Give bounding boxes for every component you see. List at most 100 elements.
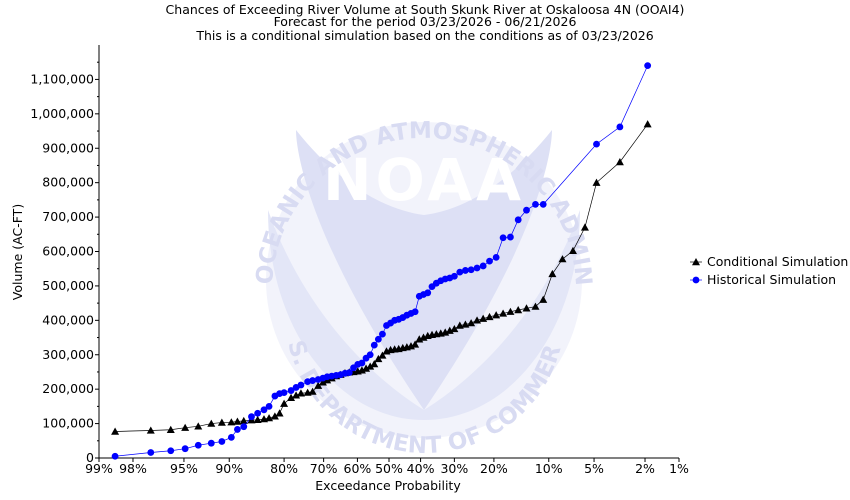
triangle-point: [522, 304, 531, 312]
triangle-point: [253, 415, 262, 423]
x-tick-label: 98%: [119, 461, 147, 476]
y-tick-label: 300,000: [42, 347, 94, 362]
triangle-point: [366, 362, 375, 370]
triangle-point: [233, 417, 242, 425]
circle-point: [461, 267, 469, 274]
triangle-point: [378, 351, 387, 359]
circle-point: [234, 426, 241, 433]
x-tick-label: 5%: [584, 461, 604, 476]
y-tick-label: 100,000: [42, 416, 94, 431]
triangle-point: [450, 324, 459, 333]
circle-point: [507, 233, 514, 241]
triangle-point: [217, 418, 226, 426]
circle-point: [248, 413, 255, 421]
triangle-point: [492, 311, 501, 319]
y-tick-label: 500,000: [42, 278, 94, 293]
triangle-point: [314, 381, 323, 389]
circle-point: [473, 264, 481, 272]
data-series: [111, 62, 652, 460]
y-tick-label: 200,000: [42, 381, 94, 396]
triangle-point: [194, 422, 203, 430]
x-tick-label: 95%: [170, 461, 198, 476]
circle-point: [593, 140, 600, 148]
legend-item: Historical Simulation: [690, 272, 836, 287]
y-axis-title: Volume (AC-FT): [10, 204, 25, 300]
circle-point: [456, 268, 464, 276]
legend-triangle-marker: [692, 258, 700, 266]
triangle-point: [318, 378, 327, 386]
circle-point: [539, 200, 547, 208]
circle-point: [111, 452, 119, 460]
triangle-point: [473, 316, 482, 324]
circle-point: [486, 257, 493, 265]
x-tick-label: 40%: [407, 461, 435, 476]
triangle-point: [374, 354, 383, 363]
y-tick-label: 400,000: [42, 312, 94, 327]
legend-circle-marker: [692, 276, 700, 284]
legend-label: Historical Simulation: [707, 272, 836, 287]
legend-label: Conditional Simulation: [707, 254, 848, 269]
circle-point: [411, 308, 419, 316]
triangle-point: [292, 391, 301, 399]
chart-subtitle-2: This is a conditional simulation based o…: [195, 28, 653, 43]
circle-point: [287, 387, 295, 394]
triangle-point: [270, 412, 279, 420]
triangle-point: [181, 423, 190, 431]
circle-point: [297, 381, 305, 389]
triangle-point: [467, 319, 476, 327]
triangle-point: [592, 178, 601, 186]
chart-title: Chances of Exceeding River Volume at Sou…: [166, 2, 685, 17]
watermark-wave: [296, 130, 552, 410]
y-tick-label: 1,100,000: [30, 71, 94, 86]
circle-point: [345, 369, 353, 377]
watermark-lower-wave: [268, 210, 580, 420]
triangle-point: [280, 399, 289, 407]
circle-point: [379, 330, 386, 338]
chart-subtitle-1: Forecast for the period 03/23/2026 - 06/…: [274, 14, 577, 29]
triangle-point: [568, 246, 577, 255]
y-tick-label: 600,000: [42, 244, 94, 259]
triangle-point: [411, 340, 420, 348]
triangle-point: [166, 425, 175, 433]
triangle-point: [362, 364, 371, 372]
circle-point: [240, 423, 248, 431]
y-tick-label: 900,000: [42, 140, 94, 155]
x-tick-label: 20%: [480, 461, 508, 476]
x-tick-label: 80%: [270, 461, 298, 476]
circle-point: [366, 351, 374, 359]
circle-point: [514, 216, 522, 224]
legend: Conditional Simulation Historical Simulat…: [690, 254, 848, 287]
historical-simulation-series: [111, 62, 652, 460]
triangle-point: [227, 418, 236, 426]
x-tick-label: 99%: [85, 461, 113, 476]
triangle-point: [111, 427, 120, 435]
circle-point: [181, 445, 189, 453]
triangle-point: [370, 360, 379, 368]
x-axis-title: Exceedance Probability: [315, 478, 461, 493]
triangle-point: [539, 295, 548, 303]
circle-point: [616, 123, 624, 131]
circle-point: [479, 262, 487, 270]
x-tick-label: 90%: [215, 461, 243, 476]
circle-point: [374, 335, 382, 343]
x-tick-label: 1%: [669, 461, 689, 476]
x-tick-label: 70%: [310, 461, 338, 476]
circle-point: [260, 406, 268, 414]
triangle-point: [558, 255, 567, 263]
triangle-point: [506, 307, 515, 315]
triangle-point: [531, 302, 540, 310]
circle-point: [167, 447, 175, 455]
legend-item: Conditional Simulation: [690, 254, 848, 269]
y-tick-label: 1,000,000: [30, 106, 94, 121]
circle-point: [207, 439, 215, 447]
triangle-point: [615, 158, 624, 166]
triangle-point: [514, 306, 523, 314]
triangle-point: [265, 414, 274, 422]
circle-point: [467, 266, 475, 274]
circle-point: [147, 449, 155, 456]
triangle-point: [146, 426, 155, 434]
circle-point: [254, 409, 262, 417]
y-tick-label: 700,000: [42, 209, 94, 224]
circle-point: [370, 341, 378, 349]
triangle-point: [287, 393, 296, 401]
